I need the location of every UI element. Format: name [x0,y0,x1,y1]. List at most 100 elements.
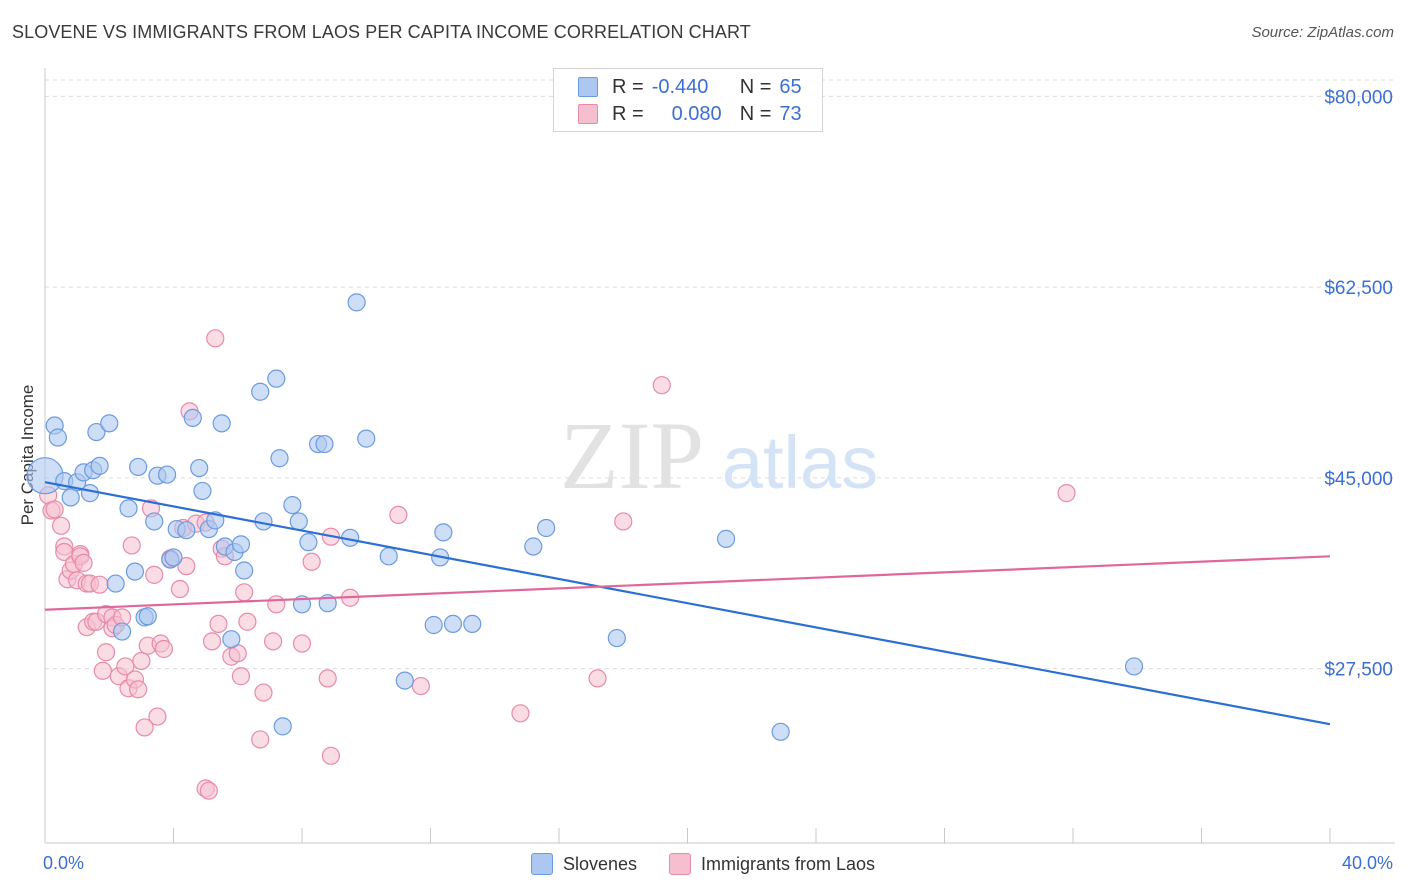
slovenes-point [145,512,164,531]
slovenes-point [48,428,67,447]
y-tick-label: $27,500 [1324,660,1393,681]
laos-point [254,683,273,702]
laos-point [235,583,254,602]
laos-point [129,680,148,699]
laos-point [652,376,671,395]
slovenes-point [190,458,209,478]
slovenes-point [138,607,157,626]
r-label: R = [612,102,644,125]
slovenes-point [164,548,183,567]
x-tick-label-min: 0.0% [43,853,84,873]
x-tick-label-max: 40.0% [1342,853,1393,873]
slovenes-point [90,456,109,475]
slovenes-point [251,382,270,401]
laos-point [122,536,141,555]
stats-row-laos: R = 0.080 N = 73 [578,101,802,127]
laos-point [614,512,633,531]
slovenes-point [125,562,145,581]
laos-point [45,500,64,519]
laos-point [145,565,164,584]
laos-point [154,639,173,659]
swatch-laos [578,104,598,124]
laos-point [588,669,607,688]
laos-point [511,704,530,723]
slovenes-point [463,614,482,634]
laos-point [96,643,116,662]
legend-label-slovenes: Slovenes [562,853,637,874]
chart-title: SLOVENE VS IMMIGRANTS FROM LAOS PER CAPI… [12,22,751,42]
y-tick-label: $45,000 [1324,469,1393,490]
laos-point [231,667,251,686]
slovenes-point [716,529,736,548]
laos-point [292,634,312,653]
slovenes-point [100,414,119,433]
legend-label-laos: Immigrants from Laos [701,853,876,874]
slovenes-point [106,574,125,593]
laos-point [411,676,430,696]
slovenes-trend-line [44,481,1331,726]
slovenes-point [222,630,241,649]
laos-point [177,557,196,576]
slovenes-point [231,535,251,554]
slovenes-point [183,408,202,427]
slovenes-point [424,615,443,635]
legend-item-slovenes[interactable]: Slovenes [530,853,637,875]
slovenes-point [80,484,100,503]
laos-point [263,632,283,651]
slovenes-point [537,518,556,538]
legend-swatch-laos [669,853,691,875]
slovenes-point [273,717,292,736]
slovenes-point [434,523,453,542]
slovenes-point [235,561,254,580]
trend-lines [44,481,1331,726]
slovenes-point [87,422,106,442]
n-label: N = [739,75,772,98]
slovenes-point [315,434,334,454]
laos-point [209,614,228,634]
slovenes-point [379,547,398,566]
r-value: 0.080 [671,102,722,125]
slovenes-point [524,537,543,556]
legend-item-laos[interactable]: Immigrants from Laos [669,853,875,875]
slovenes-point [443,614,463,634]
laos-point [238,612,257,631]
laos-point [1057,484,1076,503]
laos-point [116,657,135,676]
laos-point [135,718,154,737]
n-value: 73 [779,102,802,125]
r-label: R = [612,75,644,98]
slovenes-point [177,521,196,540]
slovenes-point [270,449,289,468]
slovenes-point [771,722,790,741]
laos-point [148,707,167,726]
axes [44,68,1395,844]
slovenes-point [357,429,376,448]
stats-row-slovenes: R = -0.440 N = 65 [578,74,802,100]
n-label: N = [739,102,772,125]
y-tick-labels: $27,500 $45,000 $62,500 $80,000 [1324,87,1393,680]
slovenes-point [607,628,626,648]
slovenes-point [157,465,177,484]
series-laos-points [39,329,1076,800]
laos-point [90,575,109,594]
source-label: Source: ZipAtlas.com [1251,24,1394,41]
laos-point [389,505,408,525]
r-value: -0.440 [651,75,709,98]
series-slovenes-points [26,293,1144,741]
slovenes-point [193,481,212,501]
slovenes-point [289,512,308,531]
laos-point [302,552,321,571]
laos-point [267,595,286,614]
slovenes-point [299,533,318,552]
series-legend: Slovenes Immigrants from Laos [0,850,1406,878]
stats-legend: R = -0.440 N = 65 R = 0.080 N = 73 [553,68,823,132]
slovenes-point [212,414,231,433]
laos-point [132,651,151,671]
laos-point [251,730,270,749]
watermark: ZIP atlas [560,402,878,509]
legend-swatch-slovenes [530,853,553,875]
watermark-zip: ZIP [560,402,704,509]
slovenes-point [61,488,80,507]
slovenes-point [347,293,366,312]
